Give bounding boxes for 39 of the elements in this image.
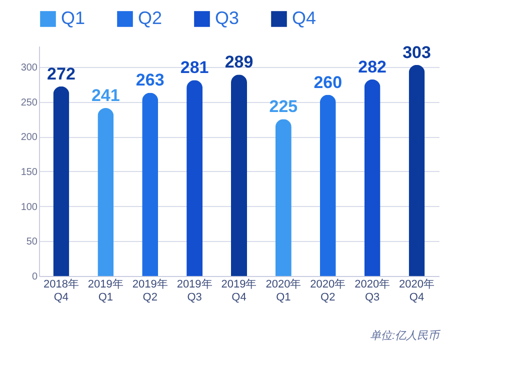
x-tick-label: 2019年 Q3 [176, 278, 212, 304]
bar [275, 119, 292, 276]
data-label: 260 [314, 72, 342, 92]
bar [364, 79, 380, 276]
y-tick-label: 300 [20, 62, 38, 74]
y-tick-label: 250 [20, 97, 38, 108]
y-tick-label: 100 [20, 202, 38, 213]
y-tick-label: 200 [20, 132, 38, 144]
legend-label: Q4 [292, 8, 316, 28]
bar [231, 74, 247, 276]
data-label: 263 [136, 70, 164, 90]
x-tick-label: 2020年 Q2 [310, 278, 346, 304]
data-label: 303 [402, 42, 431, 62]
bar [142, 92, 158, 276]
bar [186, 80, 203, 276]
data-label: 289 [224, 52, 254, 72]
text: 单位:亿人民币 [370, 329, 441, 342]
legend-label: Q3 [215, 8, 240, 28]
y-tick-label: 150 [20, 166, 38, 178]
legend-label: Q1 [61, 8, 86, 28]
data-label: 282 [358, 57, 387, 76]
bar [320, 94, 336, 276]
bar [408, 64, 425, 276]
x-tick-label: 2020年 Q1 [266, 278, 302, 304]
y-tick-label: 0 [32, 272, 38, 282]
bar [53, 86, 70, 276]
data-label: 281 [180, 58, 209, 78]
legend-label: Q2 [138, 8, 162, 28]
x-tick-label: 2020年 Q3 [354, 278, 390, 304]
data-label: 272 [47, 64, 76, 84]
x-tick-label: 2019年 Q4 [221, 278, 257, 304]
x-tick-label: 2018年 Q4 [43, 278, 79, 304]
data-label: 241 [91, 86, 120, 106]
bar [98, 108, 114, 276]
x-tick-label: 2019年 Q2 [132, 278, 168, 304]
x-tick-label: 2020年 Q4 [399, 278, 435, 304]
y-tick-label: 50 [26, 236, 38, 248]
data-label: 225 [269, 97, 298, 116]
x-tick-label: 2019年 Q1 [88, 278, 124, 304]
